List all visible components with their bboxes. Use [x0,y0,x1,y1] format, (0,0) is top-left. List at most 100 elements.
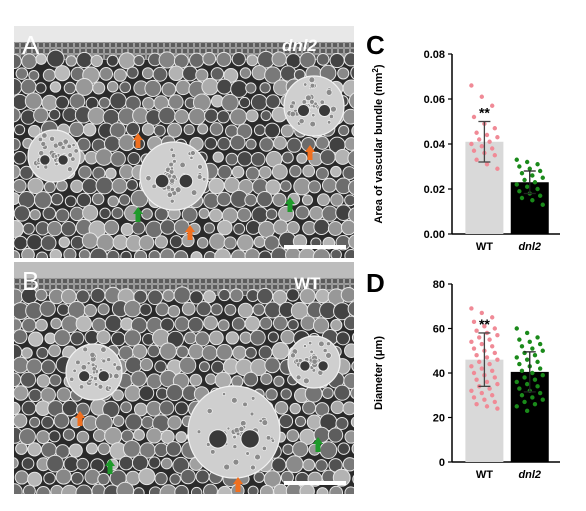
data-point [490,344,495,349]
data-point [517,189,522,194]
data-point [492,375,497,380]
data-point [479,366,484,371]
panel-a-genotype-label: dnl2 [282,36,317,55]
chart-c-letter: C [366,30,385,60]
data-point [530,198,535,203]
data-point [484,355,490,360]
chart-c-plot: 0.00 0.02 0.04 0.06 0.08 Area of vascular bun… [371,49,560,253]
data-point [514,355,519,360]
panel-b-genotype-label: WT [294,274,321,293]
panel-b-letter: B [22,266,40,296]
x-tick-label-dnl2: dnl2 [518,241,541,253]
data-point [490,368,495,373]
vascular-bundle [27,129,81,183]
data-point [477,335,482,340]
data-point [514,326,519,331]
orange-arrow-icon [75,411,85,426]
chart-c: C 0.00 0.02 0.04 0.06 0.08 Area of vascular b… [360,30,580,253]
data-point [514,404,519,409]
data-point [469,339,474,345]
cell-texture [14,42,354,258]
y-tick-label: 20 [433,413,445,425]
data-point [514,379,519,385]
y-tick-label: 60 [433,324,445,336]
data-point [484,379,490,385]
scale-bar [284,481,346,485]
data-point [490,315,495,320]
data-point [474,401,479,407]
green-arrow-icon [285,197,295,212]
significance-marker: ** [479,316,490,332]
data-point [469,388,474,393]
orange-arrow-icon [305,145,315,160]
data-point [524,330,530,336]
data-point [479,341,484,347]
data-point [540,202,545,207]
data-point [474,157,479,162]
data-point [524,381,530,387]
data-point [479,310,484,316]
vascular-bundle [283,75,345,137]
y-tick-label: 0.04 [424,139,446,151]
data-point [517,164,522,169]
data-point [519,344,525,349]
data-point [524,357,530,362]
micrograph-a-image [14,26,354,258]
data-point [482,324,487,329]
data-point [492,126,497,131]
vascular-bundle [287,335,341,389]
data-point [471,148,477,153]
data-point [487,139,492,144]
data-point [519,171,525,176]
data-point [471,370,477,376]
data-point [535,359,540,365]
data-point [495,332,500,338]
y-tick-label: 80 [433,279,445,291]
y-tick-label: 0 [439,457,445,469]
x-tick-label-wt: WT [476,241,493,253]
data-point [474,328,479,333]
orange-arrow-icon [233,477,243,492]
data-point [471,114,477,120]
data-point [495,166,500,171]
data-point [537,390,543,396]
orange-arrow-icon [185,225,195,240]
data-point [490,393,495,398]
data-point [490,146,495,151]
data-point [479,144,484,149]
panel-a-letter: A [22,30,40,60]
micrograph-b-image [14,262,354,494]
data-point [514,157,519,162]
significance-marker: ** [479,105,490,121]
data-point [519,368,525,373]
green-arrow-icon [133,207,143,222]
y-axis-label: Diameter (μm) [373,336,385,410]
error-bar [478,332,491,387]
data-point [535,335,540,340]
data-point [484,162,490,167]
y-tick-label: 0.08 [424,49,445,61]
data-point [479,94,484,99]
x-tick-label-wt: WT [476,469,493,481]
error-bar [523,170,536,195]
micrograph-panel-b: B WT [14,262,354,494]
data-point [535,384,540,389]
data-point [535,162,540,167]
data-point [530,173,535,178]
data-point [527,339,532,345]
data-point [471,346,477,351]
data-point [492,399,497,405]
scale-bar [284,245,346,249]
chart-d-letter: D [366,268,385,298]
data-point [530,370,535,376]
data-point [530,395,535,400]
data-point [469,83,474,88]
y-axis-label: Area of vascular bundle (mm2) [371,64,386,223]
data-point [540,373,545,378]
y-tick-label: 0.00 [424,229,445,241]
orange-arrow-icon [133,133,143,148]
data-point [532,180,538,185]
data-point [495,406,500,411]
x-tick-label-dnl2: dnl2 [518,469,541,481]
data-point [522,375,527,380]
